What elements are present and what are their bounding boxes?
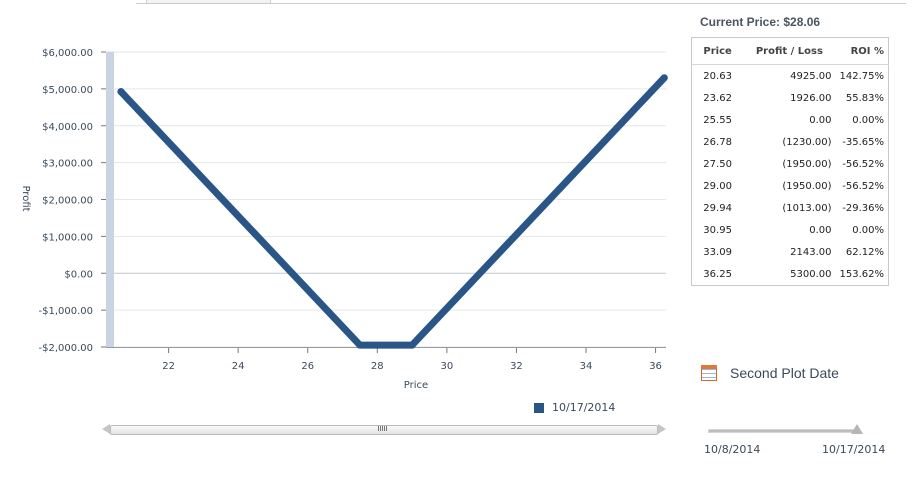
second-plot-date-control[interactable]: Second Plot Date [701, 365, 839, 381]
series-point[interactable] [356, 341, 364, 349]
cell-roi: 0.00% [852, 114, 884, 126]
y-tick-label: $3,000.00 [42, 159, 93, 170]
cell-price: 29.00 [703, 180, 732, 192]
cell-profit-loss: (1013.00) [782, 202, 832, 214]
y-axis-ticks: $6,000.00 $5,000.00 $4,000.00 $3,000.00 $2,0… [38, 48, 106, 354]
y-tick-label: $1,000.00 [42, 232, 93, 243]
cell-price: 26.78 [703, 136, 732, 148]
grid-lines [106, 51, 666, 348]
series-line[interactable] [117, 74, 668, 349]
y-tick-label: -$1,000.00 [38, 306, 93, 317]
x-tick-label: 28 [371, 361, 384, 372]
cell-profit-loss: 4925.00 [790, 70, 832, 82]
cell-profit-loss: 5300.00 [790, 268, 832, 280]
table-row: 26.78 (1230.00) -35.65% [692, 131, 889, 153]
date-slider[interactable] [708, 424, 863, 436]
legend-label: 10/17/2014 [552, 401, 616, 414]
chart-legend[interactable]: 10/17/2014 [534, 401, 615, 414]
cell-price: 30.95 [703, 224, 732, 236]
y-tick-label: $4,000.00 [42, 122, 93, 133]
x-tick-label: 34 [580, 361, 593, 372]
cell-profit-loss: 0.00 [809, 114, 832, 126]
chart-navigator-band[interactable] [106, 52, 114, 347]
cell-roi: 142.75% [839, 70, 885, 82]
cell-price: 29.94 [703, 202, 732, 214]
y-tick-label: $5,000.00 [42, 85, 93, 96]
x-tick-label: 24 [232, 361, 245, 372]
date-slider-handle[interactable] [851, 424, 863, 434]
calendar-icon[interactable] [701, 365, 717, 381]
y-tick-label: -$2,000.00 [38, 343, 93, 354]
top-divider [136, 0, 906, 4]
cell-roi: -35.65% [842, 136, 884, 148]
table-row: 25.55 0.00 0.00% [692, 109, 889, 131]
column-header-roi: ROI % [835, 37, 889, 65]
date-slider-end: 10/17/2014 [822, 443, 886, 456]
x-tick-label: 36 [649, 361, 662, 372]
cell-price: 25.55 [703, 114, 732, 126]
current-price: Current Price: $28.06 [700, 15, 821, 29]
series-point[interactable] [408, 341, 416, 349]
profit-loss-table: Price Profit / Loss ROI % 20.63 4925.00 14… [691, 37, 889, 286]
cell-profit-loss: (1950.00) [782, 158, 832, 170]
cell-profit-loss: (1230.00) [782, 136, 832, 148]
cell-roi: 62.12% [845, 246, 884, 258]
cell-price: 23.62 [703, 92, 732, 104]
table-row: 23.62 1926.00 55.83% [692, 87, 889, 109]
cell-roi: 55.83% [845, 92, 884, 104]
table-row: 30.95 0.00 0.00% [692, 219, 889, 241]
table-row: 20.63 4925.00 142.75% [692, 65, 889, 88]
cell-price: 36.25 [703, 268, 732, 280]
column-header-price: Price [691, 37, 744, 65]
chart-scrollbar[interactable] [102, 424, 666, 435]
table-header-row: Price Profit / Loss ROI % [691, 37, 889, 65]
legend-swatch [534, 402, 544, 413]
cell-roi: 0.00% [852, 224, 884, 236]
x-axis-ticks: 22 24 26 28 30 32 34 36 [162, 347, 662, 372]
x-axis-title: Price [404, 380, 428, 391]
date-slider-start: 10/8/2014 [704, 443, 761, 456]
x-tick-label: 22 [162, 361, 175, 372]
scroll-right-arrow[interactable] [658, 424, 666, 434]
y-axis-title: Profit [20, 185, 31, 211]
x-tick-label: 32 [510, 361, 523, 372]
series-point[interactable] [660, 74, 668, 82]
y-tick-label: $0.00 [64, 269, 93, 280]
date-slider-track[interactable] [708, 429, 857, 433]
second-plot-date-label[interactable]: Second Plot Date [730, 365, 839, 381]
x-tick-label: 30 [441, 361, 454, 372]
scroll-left-arrow[interactable] [102, 424, 110, 434]
table-body: 20.63 4925.00 142.75% 23.62 1926.00 55.83% 25.… [692, 65, 889, 286]
cell-profit-loss: 2143.00 [790, 246, 832, 258]
cell-roi: -29.36% [842, 202, 884, 214]
y-tick-label: $6,000.00 [42, 48, 93, 59]
scroll-grip-icon[interactable] [378, 426, 388, 431]
cell-roi: 153.62% [839, 268, 885, 280]
cell-price: 27.50 [703, 158, 732, 170]
table-row: 27.50 (1950.00) -56.52% [692, 153, 889, 175]
table-row: 29.94 (1013.00) -29.36% [692, 197, 889, 219]
cell-roi: -56.52% [842, 180, 884, 192]
column-header-profit-loss: Profit / Loss [743, 37, 836, 65]
table-row: 36.25 5300.00 153.62% [692, 263, 889, 286]
x-tick-label: 26 [301, 361, 314, 372]
cell-price: 20.63 [703, 70, 732, 82]
series-point[interactable] [117, 88, 125, 96]
cell-profit-loss: (1950.00) [782, 180, 832, 192]
cell-price: 33.09 [703, 246, 732, 258]
table-row: 33.09 2143.00 62.12% [692, 241, 889, 263]
table-row: 29.00 (1950.00) -56.52% [692, 175, 889, 197]
cell-roi: -56.52% [842, 158, 884, 170]
cell-profit-loss: 1926.00 [790, 92, 832, 104]
top-tab[interactable] [146, 0, 271, 4]
y-tick-label: $2,000.00 [42, 196, 93, 207]
series-layer [117, 74, 668, 349]
cell-profit-loss: 0.00 [809, 224, 832, 236]
